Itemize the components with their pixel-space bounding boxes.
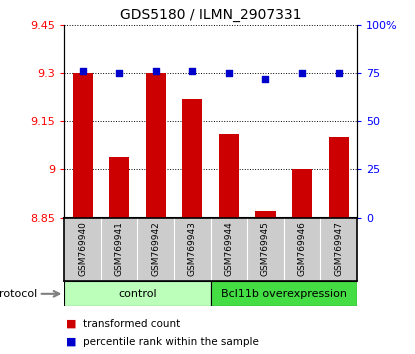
Text: ■: ■ — [66, 337, 77, 347]
Text: GSM769943: GSM769943 — [188, 221, 197, 276]
Text: protocol: protocol — [0, 289, 37, 299]
Bar — [73, 73, 93, 218]
Bar — [146, 73, 166, 218]
Bar — [109, 156, 129, 218]
Point — [116, 70, 122, 76]
Text: GSM769941: GSM769941 — [115, 221, 124, 276]
Point — [152, 68, 159, 74]
Point — [262, 76, 269, 82]
Bar — [329, 137, 349, 218]
Text: Bcl11b overexpression: Bcl11b overexpression — [221, 289, 347, 299]
Bar — [211, 281, 357, 306]
Bar — [182, 99, 203, 218]
Text: control: control — [118, 289, 157, 299]
Bar — [255, 211, 276, 218]
Text: transformed count: transformed count — [83, 319, 180, 329]
Point — [299, 70, 305, 76]
Title: GDS5180 / ILMN_2907331: GDS5180 / ILMN_2907331 — [120, 8, 301, 22]
Text: GSM769947: GSM769947 — [334, 221, 343, 276]
Bar — [219, 134, 239, 218]
Text: GSM769942: GSM769942 — [151, 221, 160, 276]
Text: percentile rank within the sample: percentile rank within the sample — [83, 337, 259, 347]
Text: GSM769940: GSM769940 — [78, 221, 87, 276]
Bar — [64, 281, 210, 306]
Text: GSM769946: GSM769946 — [298, 221, 307, 276]
Text: GSM769944: GSM769944 — [225, 221, 233, 276]
Text: GSM769945: GSM769945 — [261, 221, 270, 276]
Text: ■: ■ — [66, 319, 77, 329]
Point — [335, 70, 342, 76]
Bar — [292, 170, 312, 218]
Point — [79, 68, 86, 74]
Point — [226, 70, 232, 76]
Point — [189, 68, 195, 74]
